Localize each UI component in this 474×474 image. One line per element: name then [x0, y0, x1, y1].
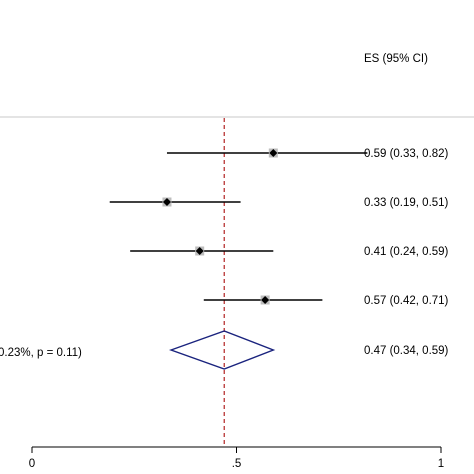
- point-estimate: [261, 296, 270, 304]
- point-estimate: [269, 149, 278, 157]
- x-tick-label: .5: [232, 458, 242, 470]
- overall-heterogeneity-text: 0.23%, p = 0.11): [0, 347, 82, 359]
- x-tick-label: 1: [438, 458, 444, 470]
- overall-es-label: 0.47 (0.34, 0.59): [364, 345, 449, 357]
- study-es-label: 0.59 (0.33, 0.82): [364, 148, 449, 160]
- study-es-label: 0.57 (0.42, 0.71): [364, 295, 449, 307]
- study-es-label: 0.41 (0.24, 0.59): [364, 246, 449, 258]
- study-es-label: 0.33 (0.19, 0.51): [364, 197, 449, 209]
- x-tick-label: 0: [29, 458, 35, 470]
- overall-diamond: [168, 330, 276, 370]
- point-estimate: [195, 247, 204, 255]
- point-estimate: [162, 198, 171, 206]
- header-es-label: ES (95% CI): [364, 53, 428, 65]
